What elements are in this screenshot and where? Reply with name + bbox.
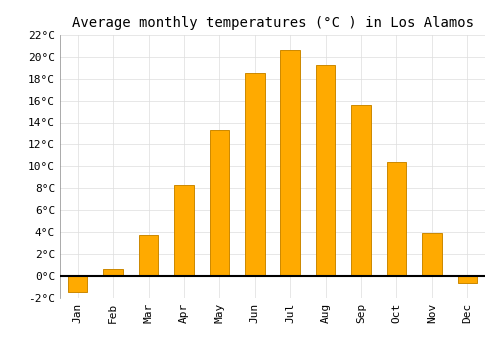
Bar xyxy=(316,64,336,276)
Bar xyxy=(386,162,406,276)
Bar xyxy=(245,73,264,276)
Bar xyxy=(174,185,194,276)
Bar xyxy=(104,269,123,276)
Bar xyxy=(139,235,158,276)
Bar xyxy=(458,276,477,283)
Bar xyxy=(280,50,300,276)
Bar xyxy=(68,276,87,292)
Title: Average monthly temperatures (°C ) in Los Alamos: Average monthly temperatures (°C ) in Lo… xyxy=(72,16,473,30)
Bar xyxy=(352,105,371,276)
Bar xyxy=(422,233,442,276)
Bar xyxy=(210,130,229,276)
